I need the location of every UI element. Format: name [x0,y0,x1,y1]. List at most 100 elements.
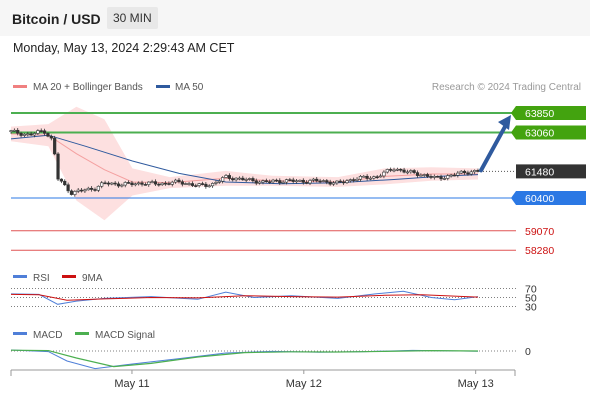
candle [140,180,144,187]
candle [9,129,13,134]
candle-body [247,178,252,180]
price-layer [9,115,511,197]
candle [395,167,399,172]
candle [439,174,443,182]
level-label-63850: 63850 [525,108,554,120]
candle [378,173,383,178]
candle-body [42,130,47,134]
candle-body [197,183,201,186]
last-price-label: 61480 [525,166,554,178]
candle-body [12,129,16,132]
candle-body [452,174,457,177]
candle [288,177,292,182]
candle [63,179,67,187]
candle [197,182,201,188]
candle [187,181,191,186]
x-tick-label: May 12 [286,378,322,390]
candle [372,175,376,180]
rsi-ma-line [10,293,479,301]
candle [473,169,477,174]
candle-body [133,183,137,186]
candle-body [409,170,413,173]
candle-body [352,179,356,181]
candle [264,178,268,183]
candle [46,132,50,138]
candle-body [227,175,231,179]
candle-body [375,176,379,178]
candle [86,186,90,191]
candle-body [264,180,268,182]
candle [157,182,161,187]
candle [194,183,198,188]
candle [385,168,389,174]
candle [66,182,70,194]
candle [163,181,168,186]
level-label-60400: 60400 [525,193,554,205]
credit-text: Research © 2024 Trading Central [432,82,581,93]
candle-body [449,174,453,177]
candle [231,176,235,182]
candle-body [86,187,90,191]
candle [56,152,60,182]
candle [315,177,319,183]
candle-body [96,185,100,191]
candle [174,178,178,184]
candle [184,182,188,186]
candle-body [66,184,70,192]
candle [305,180,309,185]
candle [335,180,339,185]
candle-body [358,176,363,180]
candle [281,180,285,184]
candle [402,167,406,174]
candle-body [426,174,430,177]
candle [221,176,225,184]
candle-body [456,172,460,176]
candle [153,179,158,187]
candle-body [392,169,396,172]
level-label-box-63850 [511,106,586,120]
candle-body [140,182,144,185]
candle [442,176,447,181]
candle-body [395,168,399,171]
candle [345,179,349,184]
candle [204,181,208,189]
candle-body [308,180,312,184]
candle-body [419,174,423,177]
candle [16,128,20,136]
candle [49,134,53,141]
candle [318,178,322,184]
candle-body [342,181,346,184]
level-label-59070: 59070 [525,226,554,238]
candle [90,186,94,192]
candle-body [224,175,228,178]
level-label-box-60400 [511,191,586,205]
candle-body [389,169,393,171]
candle [103,180,107,185]
candle [93,187,97,192]
timestamp: Monday, May 13, 2024 2:29:43 AM CET [13,41,235,55]
candle-body [163,182,168,185]
candle [311,177,315,183]
legend-label-macd: MACD [33,330,62,341]
candle [32,132,37,138]
candle-body [378,175,383,178]
candle [352,177,356,183]
candle-body [207,185,211,188]
interval-button[interactable]: 30 MIN [107,7,158,29]
candle [462,169,467,175]
candle [284,178,289,185]
candle-body [100,182,104,187]
candle [358,174,363,182]
candle [137,181,141,186]
candle-body [372,176,376,179]
candle [53,135,57,156]
candle [415,170,420,178]
candle-body [331,182,336,185]
candle [452,172,457,177]
candle [96,185,100,193]
candle [301,178,305,185]
candle [342,179,346,185]
candle-body [462,170,467,174]
